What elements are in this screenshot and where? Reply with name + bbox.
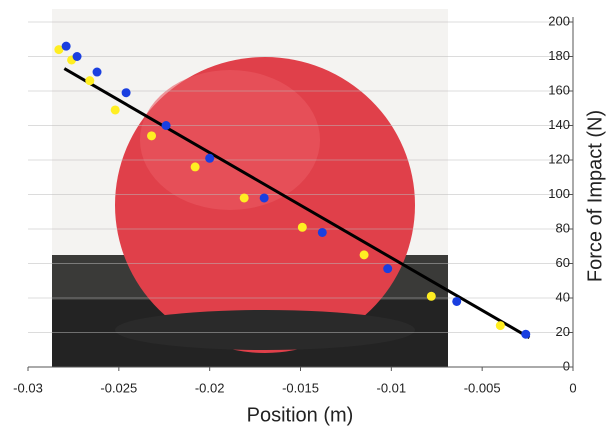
- y-tick-label: 180: [548, 48, 570, 63]
- point: [122, 88, 131, 97]
- x-tick-label: -0.01: [377, 380, 407, 395]
- y-tick-label: 20: [556, 324, 570, 339]
- point: [360, 250, 369, 259]
- x-tick-label: -0.005: [464, 380, 501, 395]
- point: [191, 162, 200, 171]
- x-tick-label: 0: [569, 380, 576, 395]
- point: [318, 228, 327, 237]
- background-photo: [52, 9, 448, 367]
- y-tick-label: 100: [548, 186, 570, 201]
- point: [298, 223, 307, 232]
- point: [85, 76, 94, 85]
- point: [452, 297, 461, 306]
- y-tick-label: 40: [556, 289, 570, 304]
- x-tick-label: -0.03: [13, 380, 43, 395]
- y-tick-label: 80: [556, 220, 570, 235]
- point: [383, 264, 392, 273]
- x-tick-label: -0.025: [100, 380, 137, 395]
- point: [73, 52, 82, 61]
- point: [205, 154, 214, 163]
- y-tick-label: 0: [563, 358, 570, 373]
- y-axis-label: Force of Impact (N): [584, 110, 606, 282]
- point: [427, 292, 436, 301]
- y-tick-label: 120: [548, 151, 570, 166]
- y-tick-label: 200: [548, 13, 570, 28]
- y-tick-label: 60: [556, 255, 570, 270]
- x-axis-label: Position (m): [247, 404, 354, 426]
- point: [62, 42, 71, 51]
- chart: 0 20 40 60 80 100 120 140 160 180 200 -0.03 -0.025 -0…: [0, 0, 607, 431]
- point: [496, 321, 505, 330]
- x-tick-label: -0.015: [282, 380, 319, 395]
- point: [147, 131, 156, 140]
- photo-ball-shadow: [115, 310, 415, 350]
- point: [111, 105, 120, 114]
- point: [521, 330, 530, 339]
- point: [162, 121, 171, 130]
- point: [93, 68, 102, 77]
- y-tick-label: 160: [548, 82, 570, 97]
- point: [260, 193, 269, 202]
- y-tick-label: 140: [548, 117, 570, 132]
- x-tick-label: -0.02: [195, 380, 225, 395]
- point: [240, 193, 249, 202]
